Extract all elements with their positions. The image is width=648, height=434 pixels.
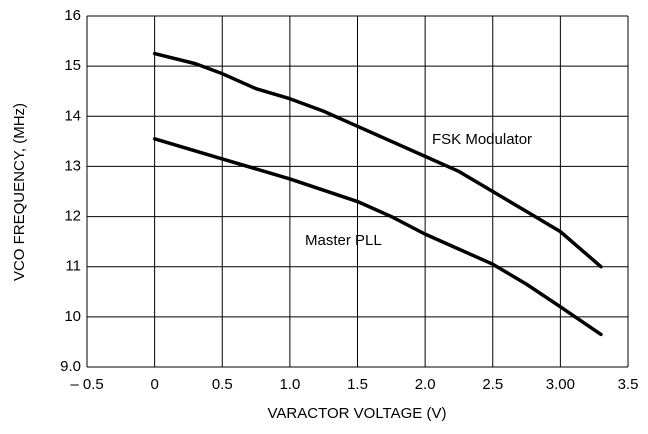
series-line: [152, 51, 603, 269]
y-tick-label: 14: [64, 107, 81, 124]
x-tick-label: 0: [150, 376, 158, 393]
x-tick-label: 2.0: [415, 376, 436, 393]
x-axis-label: VARACTOR VOLTAGE (V): [268, 405, 447, 422]
x-tick-label: 0.5: [212, 376, 233, 393]
x-tick-label: 3.5: [618, 376, 639, 393]
x-tick-label: – 0.5: [70, 376, 103, 393]
y-tick-label: 12: [64, 208, 81, 225]
series-line: [152, 137, 603, 337]
y-axis-label: VCO FREQUENCY, (MHz): [11, 103, 28, 281]
y-tick-label: 10: [64, 308, 81, 325]
y-tick-label: 11: [65, 258, 81, 275]
y-tick-label: 9.0: [60, 358, 81, 375]
x-tick-label: 3.00: [546, 376, 575, 393]
x-tick-label: 2.5: [482, 376, 503, 393]
y-tick-label: 15: [64, 57, 81, 74]
y-tick-label: 13: [64, 157, 81, 174]
x-tick-label: 1.5: [347, 376, 368, 393]
x-tick-label: 1.0: [279, 376, 300, 393]
series-label: Master PLL: [305, 232, 382, 249]
series-label: FSK Modulator: [432, 131, 532, 148]
y-tick-label: 16: [64, 7, 81, 24]
